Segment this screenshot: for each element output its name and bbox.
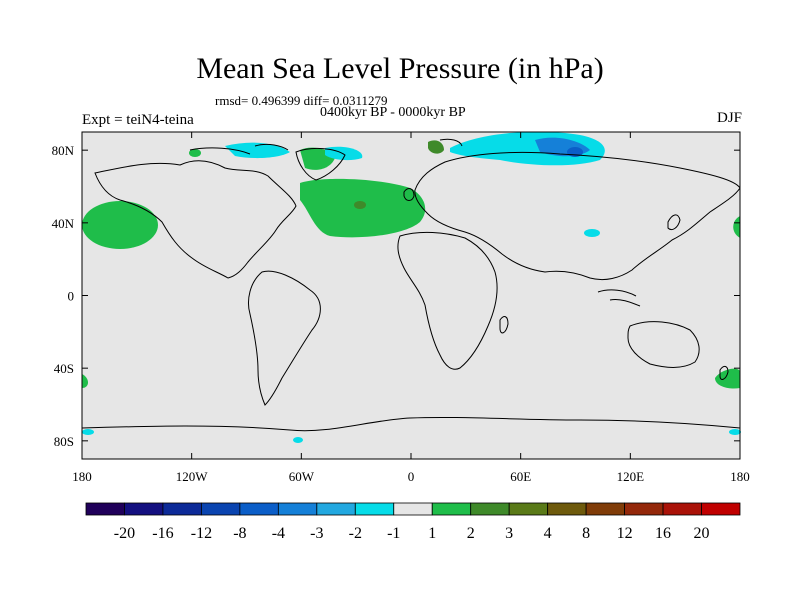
north-pacific-positive-patch [82, 201, 158, 249]
x-tick-label: 60E [510, 469, 531, 484]
x-tick-label: 180 [72, 469, 92, 484]
x-axis: 180 120W 60W 0 60E 120E 180 [72, 132, 750, 484]
colorbar-swatch [85, 502, 125, 516]
colorbar-label: -2 [349, 525, 362, 542]
colorbar-label: 4 [544, 525, 552, 542]
coast-south-america [248, 270, 321, 406]
x-tick-label: 180 [730, 469, 750, 484]
coast-indonesia [597, 289, 641, 307]
x-tick-label: 60W [289, 469, 315, 484]
colorbar-label: 20 [694, 525, 710, 542]
coast-australia [627, 321, 700, 368]
colorbar-swatch [201, 502, 241, 516]
x-tick-label: 120W [176, 469, 209, 484]
y-tick-label: 0 [68, 289, 75, 304]
antarctic-negative-patch-1 [82, 429, 94, 435]
colorbar-swatch [662, 502, 702, 516]
y-axis: 80N 40N 0 40S 80S [52, 143, 740, 449]
colorbar-label: 2 [467, 525, 475, 542]
colorbar-label: -12 [191, 525, 212, 542]
west-pacific-positive-patch [733, 216, 740, 238]
coast-eurasia [414, 151, 741, 281]
coast-north-america [94, 160, 297, 279]
coast-uk [403, 188, 415, 201]
colorbar-swatch [239, 502, 279, 516]
antarctic-negative-patch-2 [293, 437, 303, 443]
colorbar-label: 12 [617, 525, 633, 542]
colorbar-label: 8 [582, 525, 590, 542]
map-title: Mean Sea Level Pressure (in hPa) [196, 52, 604, 85]
colorbar-swatch [470, 502, 510, 516]
coast-greenland [295, 147, 346, 181]
colorbar-swatch [124, 502, 164, 516]
coast-japan [667, 214, 681, 231]
colorbar-label: 1 [428, 525, 436, 542]
colorbar: -20 -16 -12 -8 -4 -3 -2 -1 1 2 3 4 8 12 16 20 [85, 502, 741, 542]
y-tick-label: 40N [52, 216, 75, 231]
colorbar-swatch [162, 502, 202, 516]
x-tick-label: 120E [617, 469, 645, 484]
period-label: 0400kyr BP - 0000kyr BP [320, 105, 466, 120]
colorbar-label: -3 [310, 525, 323, 542]
map-background [82, 132, 740, 459]
scandinavia-positive-patch [428, 140, 444, 154]
coastlines [81, 138, 741, 432]
south-pacific-positive-patch-east [715, 368, 740, 389]
season-label: DJF [716, 110, 742, 126]
coast-arctic-islands [189, 138, 463, 155]
north-atlantic-core-patch [354, 201, 366, 209]
east-asia-negative-patch [584, 229, 600, 237]
colorbar-label: -20 [114, 525, 135, 542]
coast-africa [397, 231, 498, 370]
colorbar-label: -8 [233, 525, 246, 542]
colorbar-swatch [393, 502, 433, 516]
colorbar-label: 3 [505, 525, 513, 542]
colorbar-swatch [354, 502, 395, 516]
colorbar-swatch [585, 502, 625, 516]
colorbar-label: 16 [655, 525, 671, 542]
coast-madagascar [499, 316, 509, 334]
anomaly-patches [82, 131, 741, 443]
x-tick-label: 0 [408, 469, 415, 484]
arctic-negative-patch-west [225, 142, 290, 159]
y-tick-label: 80N [52, 143, 75, 158]
colorbar-swatch [508, 502, 549, 516]
colorbar-swatch [701, 502, 741, 516]
colorbar-swatch [547, 502, 587, 516]
coast-antarctica [81, 416, 741, 432]
arctic-canada-positive-patch [189, 149, 201, 157]
antarctic-negative-patch-3 [729, 429, 741, 435]
south-pacific-positive-patch-west [82, 374, 88, 388]
colorbar-swatch [624, 502, 664, 516]
colorbar-label: -4 [272, 525, 285, 542]
y-tick-label: 80S [54, 434, 74, 449]
stats-label: rmsd= 0.496399 diff= 0.0311279 [215, 93, 388, 108]
coast-new-zealand [719, 365, 729, 380]
colorbar-swatch [316, 502, 356, 516]
experiment-label: Expt = teiN4-teina [82, 112, 194, 128]
colorbar-swatch [277, 502, 318, 516]
y-tick-label: 40S [54, 361, 74, 376]
colorbar-label: -1 [387, 525, 400, 542]
colorbar-label: -16 [152, 525, 173, 542]
colorbar-swatch [431, 502, 472, 516]
